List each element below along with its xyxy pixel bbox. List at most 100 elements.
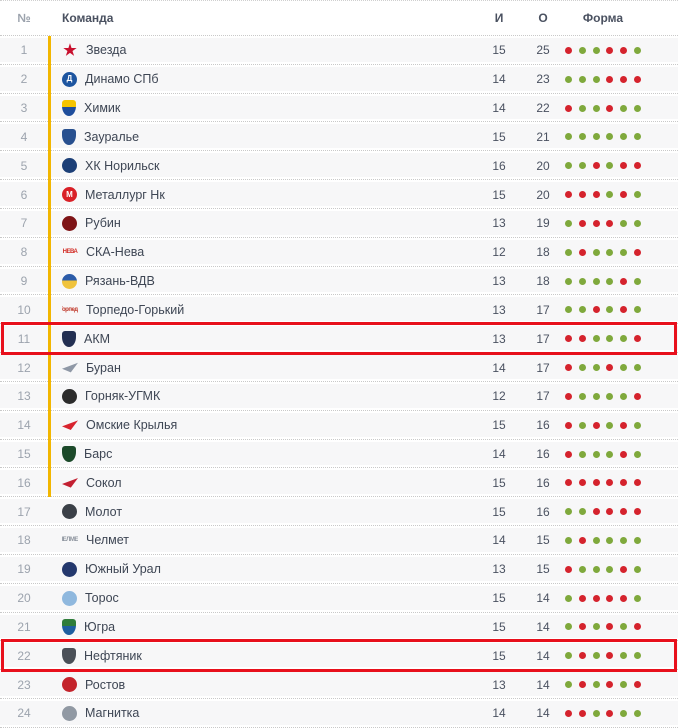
team-name[interactable]: Горняк-УГМК xyxy=(85,389,160,403)
games-cell: 14 xyxy=(477,101,521,115)
form-loss-dot xyxy=(606,595,613,602)
games-cell: 15 xyxy=(477,188,521,202)
form-win-dot xyxy=(593,76,600,83)
table-row[interactable]: 3 Химик 14 22 xyxy=(0,94,678,123)
form-win-dot xyxy=(634,306,641,313)
games-cell: 15 xyxy=(477,505,521,519)
table-row[interactable]: 5 ХК Норильск 16 20 xyxy=(0,151,678,180)
team-logo-icon: Д xyxy=(62,72,77,87)
form-win-dot xyxy=(606,306,613,313)
position-cell: 9 xyxy=(0,274,48,288)
team-name[interactable]: Сокол xyxy=(86,476,122,490)
form-loss-dot xyxy=(593,508,600,515)
form-loss-dot xyxy=(634,249,641,256)
form-loss-dot xyxy=(579,652,586,659)
form-win-dot xyxy=(579,393,586,400)
table-row[interactable]: 13 Горняк-УГМК 12 17 xyxy=(0,382,678,411)
table-row[interactable]: 23 Ростов 13 14 xyxy=(0,670,678,699)
table-row[interactable]: 11 АКМ 13 17 xyxy=(0,324,678,353)
team-name[interactable]: Рубин xyxy=(85,216,121,230)
table-row[interactable]: 14 Омские Крылья 15 16 xyxy=(0,411,678,440)
form-loss-dot xyxy=(620,508,627,515)
form-dots xyxy=(565,76,641,83)
table-row[interactable]: 9 Рязань-ВДВ 13 18 xyxy=(0,267,678,296)
form-dots xyxy=(565,479,641,486)
table-row[interactable]: 17 Молот 15 16 xyxy=(0,497,678,526)
games-cell: 14 xyxy=(477,706,521,720)
form-dots xyxy=(565,105,641,112)
team-name[interactable]: Буран xyxy=(86,361,121,375)
form-win-dot xyxy=(579,451,586,458)
form-loss-dot xyxy=(565,451,572,458)
form-win-dot xyxy=(565,133,572,140)
games-cell: 15 xyxy=(477,43,521,57)
points-cell: 16 xyxy=(521,418,565,432)
team-name[interactable]: Торос xyxy=(85,591,119,605)
team-name[interactable]: Зауралье xyxy=(84,130,139,144)
team-name[interactable]: Магнитка xyxy=(85,706,139,720)
points-cell: 21 xyxy=(521,130,565,144)
table-row[interactable]: 7 Рубин 13 19 xyxy=(0,209,678,238)
table-row[interactable]: 12 Буран 14 17 xyxy=(0,353,678,382)
points-cell: 18 xyxy=(521,245,565,259)
points-cell: 25 xyxy=(521,43,565,57)
team-name[interactable]: Нефтяник xyxy=(84,649,142,663)
table-row[interactable]: 4 Зауралье 15 21 xyxy=(0,122,678,151)
form-win-dot xyxy=(620,133,627,140)
team-name[interactable]: Металлург Нк xyxy=(85,188,165,202)
table-row[interactable]: 1 ★ Звезда 15 25 xyxy=(0,36,678,65)
form-dots xyxy=(565,133,641,140)
form-loss-dot xyxy=(565,191,572,198)
league-standings-table: № Команда И О Форма 1 ★ Звезда 15 25 2 Д… xyxy=(0,0,678,728)
team-name[interactable]: Звезда xyxy=(86,43,126,57)
team-name[interactable]: Динамо СПб xyxy=(85,72,159,86)
form-loss-dot xyxy=(593,306,600,313)
form-loss-dot xyxy=(565,710,572,717)
form-win-dot xyxy=(620,710,627,717)
table-header: № Команда И О Форма xyxy=(0,0,678,36)
form-dots xyxy=(565,220,641,227)
table-row[interactable]: 15 Барс 14 16 xyxy=(0,440,678,469)
table-row[interactable]: 8 НЕВА СКА-Нева 12 18 xyxy=(0,238,678,267)
form-loss-dot xyxy=(593,191,600,198)
games-cell: 14 xyxy=(477,361,521,375)
team-name[interactable]: Рязань-ВДВ xyxy=(85,274,155,288)
position-cell: 20 xyxy=(0,591,48,605)
points-cell: 17 xyxy=(521,303,565,317)
form-win-dot xyxy=(634,451,641,458)
form-loss-dot xyxy=(634,623,641,630)
team-name[interactable]: ХК Норильск xyxy=(85,159,160,173)
table-row[interactable]: 19 Южный Урал 13 15 xyxy=(0,555,678,584)
team-name[interactable]: СКА-Нева xyxy=(86,245,144,259)
team-name[interactable]: Челмет xyxy=(86,533,129,547)
table-row[interactable]: 6 М Металлург Нк 15 20 xyxy=(0,180,678,209)
form-win-dot xyxy=(606,162,613,169)
points-cell: 17 xyxy=(521,389,565,403)
team-name[interactable]: Ростов xyxy=(85,678,125,692)
team-name[interactable]: Барс xyxy=(84,447,112,461)
position-cell: 18 xyxy=(0,533,48,547)
table-row[interactable]: 10 Торпедо Торпедо-Горький 13 17 xyxy=(0,295,678,324)
team-logo-icon xyxy=(62,419,78,431)
form-win-dot xyxy=(593,451,600,458)
team-name[interactable]: АКМ xyxy=(84,332,110,346)
table-row[interactable]: 2 Д Динамо СПб 14 23 xyxy=(0,65,678,94)
team-logo-icon xyxy=(62,619,76,635)
team-name[interactable]: Югра xyxy=(84,620,115,634)
team-name[interactable]: Молот xyxy=(85,505,122,519)
table-row[interactable]: 18 ЧЕЛМЕТ Челмет 14 15 xyxy=(0,526,678,555)
table-row[interactable]: 22 Нефтяник 15 14 xyxy=(0,641,678,670)
games-cell: 12 xyxy=(477,389,521,403)
form-loss-dot xyxy=(565,47,572,54)
team-name[interactable]: Химик xyxy=(84,101,120,115)
points-cell: 17 xyxy=(521,361,565,375)
team-name[interactable]: Торпедо-Горький xyxy=(86,303,184,317)
table-row[interactable]: 16 Сокол 15 16 xyxy=(0,468,678,497)
table-row[interactable]: 24 Магнитка 14 14 xyxy=(0,699,678,728)
table-row[interactable]: 21 Югра 15 14 xyxy=(0,613,678,642)
form-win-dot xyxy=(579,566,586,573)
team-name[interactable]: Омские Крылья xyxy=(86,418,177,432)
team-name[interactable]: Южный Урал xyxy=(85,562,161,576)
points-cell: 16 xyxy=(521,476,565,490)
table-row[interactable]: 20 Торос 15 14 xyxy=(0,584,678,613)
